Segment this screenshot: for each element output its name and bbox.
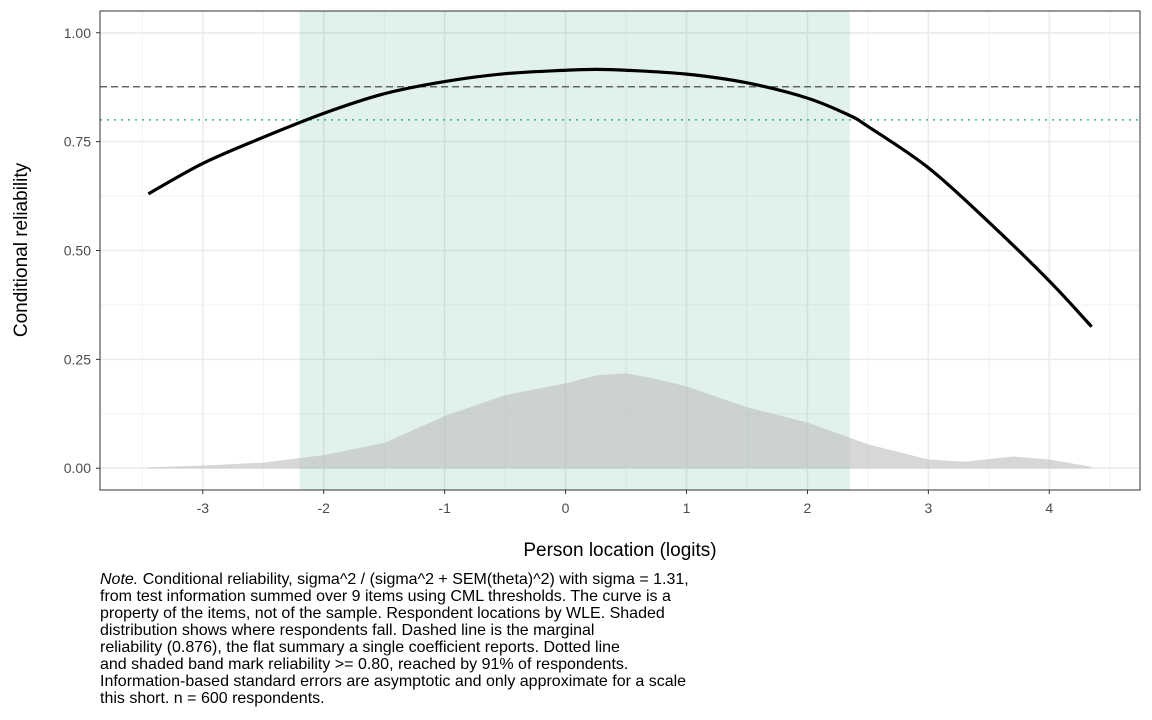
x-tick-label: 4 [1045, 500, 1053, 516]
x-tick-label: 0 [562, 500, 570, 516]
y-tick-labels: 0.00 0.25 0.50 0.75 1.00 [64, 25, 91, 476]
density-area [148, 373, 1092, 469]
y-tick-label: 1.00 [64, 25, 91, 41]
x-tick-label: -3 [197, 500, 210, 516]
x-axis-title: Person location (logits) [523, 540, 716, 561]
x-tick-label: 3 [924, 500, 932, 516]
respondent-density [148, 373, 1092, 469]
reference-lines [100, 86, 1140, 121]
x-tick-label: -1 [438, 500, 451, 516]
reliability-curve-line [147, 67, 1093, 328]
note-text: Conditional reliability, sigma^2 / (sigm… [100, 571, 689, 707]
note-label: Note. [100, 571, 139, 588]
chart-note: Note. Conditional reliability, sigma^2 /… [100, 571, 790, 707]
y-tick-label: 0.50 [64, 243, 91, 259]
axis-ticks [96, 32, 1050, 494]
x-tick-label: -2 [317, 500, 330, 516]
x-tick-label: 2 [804, 500, 812, 516]
y-tick-label: 0.00 [64, 460, 91, 476]
reliability-curve [147, 67, 1093, 328]
y-axis-title: Conditional reliability [11, 162, 32, 337]
reliability-chart: 0.00 0.25 0.50 0.75 1.00 -3 -2 -1 0 1 2 3 4 Person … [11, 10, 1141, 561]
x-tick-labels: -3 -2 -1 0 1 2 3 4 [197, 500, 1054, 516]
y-tick-label: 0.25 [64, 351, 91, 367]
x-tick-label: 1 [683, 500, 691, 516]
y-tick-label: 0.75 [64, 134, 91, 150]
